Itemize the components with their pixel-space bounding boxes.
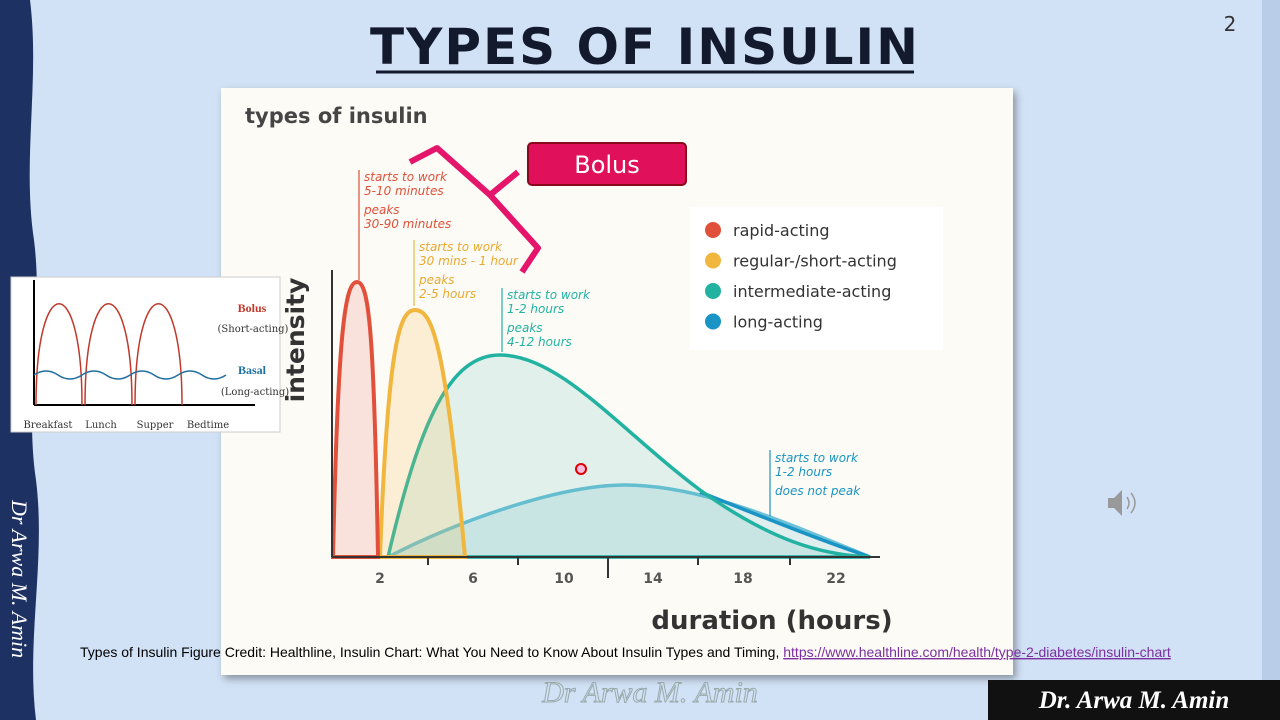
side-author: Dr Arwa M. Amin (7, 499, 32, 658)
x-tick-label: 14 (643, 571, 663, 587)
intermediate-annotation: starts to work 1-2 hours peaks 4-12 hour… (506, 288, 591, 349)
annotation-text: does not peak (775, 484, 861, 498)
watermark: Dr Arwa M. Amin (541, 676, 758, 709)
long-annotation: starts to work 1-2 hours does not peak (775, 451, 861, 498)
inset-label: (Short-acting) (218, 324, 289, 335)
x-tick-label: 18 (733, 571, 752, 587)
inset-label: Lunch (85, 420, 117, 431)
legend-label: regular-/short-acting (733, 252, 897, 271)
annotation-text: 1-2 hours (507, 302, 564, 316)
inset-bolus-curve (35, 303, 183, 406)
x-tick-label: 10 (554, 571, 574, 587)
annotation-text: peaks (363, 203, 400, 217)
annotation-text: 1-2 hours (775, 465, 832, 479)
regular-acting-curve (377, 307, 468, 559)
bolus-box (527, 142, 687, 186)
annotation-text: 4-12 hours (507, 335, 572, 349)
inset-label: Bolus (238, 301, 267, 315)
annotation-text: starts to work (419, 240, 503, 254)
inset-label: Breakfast (24, 420, 73, 431)
x-tick-label: 22 (826, 571, 845, 587)
legend-swatch (705, 283, 721, 299)
annotation-text: 30-90 minutes (364, 217, 451, 231)
legend-swatch (705, 222, 721, 238)
legend-label: rapid-acting (733, 221, 830, 240)
annotation-text: peaks (418, 273, 455, 287)
legend-swatch (705, 252, 721, 269)
long-acting-tail (699, 490, 871, 559)
caption-text: Types of Insulin Figure Credit: Healthli… (80, 644, 783, 660)
regular-annotation: starts to work 30 mins - 1 hour peaks 2-… (418, 240, 519, 301)
x-tick-label: 2 (375, 571, 385, 587)
footer-badge (988, 680, 1280, 720)
inset-label: Basal (238, 363, 267, 377)
speaker-icon[interactable] (1108, 490, 1136, 516)
annotation-text: 2-5 hours (419, 287, 476, 301)
page-number: 2 (1224, 12, 1237, 36)
inset-label: Bedtime (187, 420, 229, 431)
annotation-text: starts to work (364, 170, 448, 184)
annotation-text: starts to work (775, 451, 859, 465)
inset-panel (10, 276, 281, 433)
intermediate-acting-curve (385, 353, 871, 559)
legend-swatch (705, 313, 721, 330)
footer-badge-text: Dr. Arwa M. Amin (1038, 687, 1230, 714)
caption-link[interactable]: https://www.healthline.com/health/type-2… (783, 644, 1171, 660)
rapid-acting-curve (330, 279, 381, 559)
bolus-label: Bolus (574, 151, 640, 179)
inset-label: Supper (137, 420, 174, 431)
annotation-text: peaks (506, 321, 543, 335)
minor-ticks (427, 557, 791, 578)
legend-label: intermediate-acting (733, 282, 891, 301)
legend-box (690, 207, 943, 350)
legend-label: long-acting (733, 313, 823, 332)
slide-title: TYPES OF INSULIN (370, 18, 920, 76)
inset-label: (Long-acting) (221, 387, 289, 398)
x-tick-label: 6 (468, 571, 478, 587)
inset-basal-curve (33, 370, 227, 380)
annotation-text: 30 mins - 1 hour (419, 254, 519, 268)
bolus-bracket (408, 145, 541, 274)
annotation-text: starts to work (507, 288, 591, 302)
y-axis-label: intensity (281, 278, 310, 403)
pointer (575, 463, 587, 475)
figure-title: types of insulin (245, 104, 428, 128)
right-strip (1262, 0, 1280, 720)
caption: Types of Insulin Figure Credit: Healthli… (80, 644, 1171, 660)
rapid-annotation: starts to work 5-10 minutes peaks 30-90 … (363, 170, 451, 231)
annotation-text: 5-10 minutes (364, 184, 444, 198)
legend: rapid-acting regular-/short-acting interme… (705, 221, 897, 332)
long-acting-curve (387, 483, 871, 559)
x-axis-label: duration (hours) (651, 606, 892, 636)
